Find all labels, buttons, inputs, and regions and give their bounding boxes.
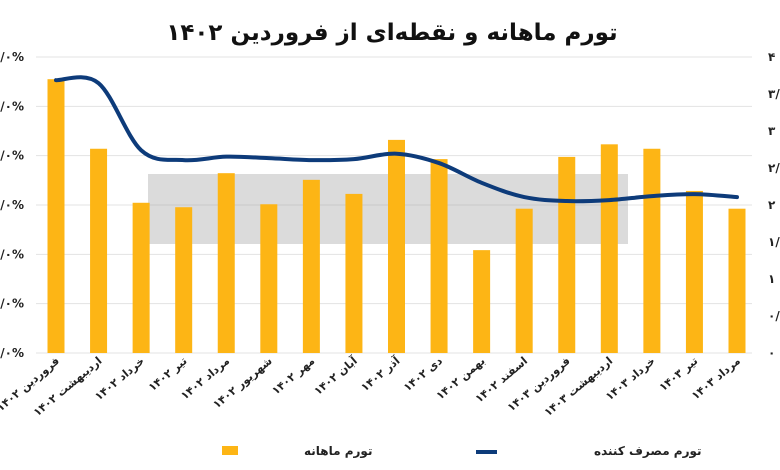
right-tick-label: ۱/۵ <box>768 235 780 249</box>
legend-label-monthly: تورم ماهانه <box>304 444 372 459</box>
left-axis: ۰/۰% ۱۰/۰% ۲۰/۰% ۳۰/۰% ۴۰/۰% ۵۰/۰% ۶۰/۰% <box>0 50 24 360</box>
bar <box>132 202 150 353</box>
left-tick-label: ۰/۰% <box>0 346 24 360</box>
bar <box>302 179 320 353</box>
legend-swatch-monthly <box>222 446 238 455</box>
right-tick-label: ۳ <box>768 124 776 138</box>
left-tick-label: ۴۰/۰% <box>0 149 24 163</box>
bar <box>600 144 618 353</box>
bar <box>430 159 448 353</box>
legend-label-consumer: تورم مصرف کننده <box>594 444 702 459</box>
right-tick-label: ۱ <box>768 272 775 286</box>
right-tick-label: ۰/۵ <box>768 309 780 323</box>
left-tick-label: ۵۰/۰% <box>0 99 24 113</box>
right-tick-label: ۲ <box>768 198 776 212</box>
right-axis: ۰ ۰/۵ ۱ ۱/۵ ۲ ۲/۵ ۳ ۳/۵ ۴ <box>768 50 780 360</box>
bar <box>345 193 363 353</box>
x-tick-label: آبان ۱۴۰۲ <box>311 353 360 397</box>
legend-swatch-consumer <box>476 450 497 454</box>
right-tick-label: ۰ <box>768 346 775 360</box>
bar <box>260 204 278 353</box>
left-tick-label: ۶۰/۰% <box>0 50 24 64</box>
bar <box>47 79 65 353</box>
right-tick-label: ۳/۵ <box>768 87 780 101</box>
bar <box>473 250 491 353</box>
bar <box>728 208 746 353</box>
line-series-consumer-inflation <box>54 75 739 204</box>
bar <box>388 139 405 353</box>
chart-title: تورم ماهانه و نقطه‌ای از فروردین ۱۴۰۲ <box>166 20 617 46</box>
right-tick-label: ۴ <box>768 50 775 64</box>
bar <box>175 207 193 353</box>
right-tick-label: ۲/۵ <box>768 161 780 175</box>
bar <box>558 156 576 353</box>
bar <box>90 148 108 353</box>
bar <box>685 190 703 353</box>
left-tick-label: ۳۰/۰% <box>0 198 24 212</box>
x-tick-label: آذر ۱۴۰۲ <box>358 353 403 394</box>
bar-series <box>47 79 746 353</box>
left-tick-label: ۱۰/۰% <box>0 297 24 311</box>
bar <box>515 208 533 353</box>
legend: تورم ماهانه تورم مصرف کننده <box>222 444 702 459</box>
bar <box>217 173 235 353</box>
left-tick-label: ۲۰/۰% <box>0 247 24 261</box>
x-tick-label: مهر ۱۴۰۲ <box>269 354 317 397</box>
bar <box>643 148 661 353</box>
